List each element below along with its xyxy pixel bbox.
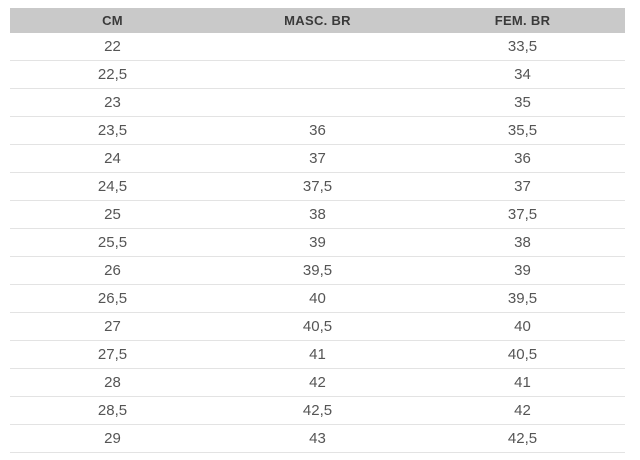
table-row: 26,5 40 39,5 bbox=[10, 284, 625, 313]
table-cell: 24,5 bbox=[10, 172, 215, 201]
table-row: 22,5 34 bbox=[10, 60, 625, 89]
table-cell: 29 bbox=[10, 424, 215, 453]
table-cell: 41 bbox=[215, 340, 420, 369]
table-cell: 38 bbox=[420, 228, 625, 257]
table-cell: 24 bbox=[10, 144, 215, 173]
table-cell: 39,5 bbox=[420, 284, 625, 313]
table-cell: 37,5 bbox=[215, 172, 420, 201]
table-cell: 35 bbox=[420, 88, 625, 117]
table-cell bbox=[215, 60, 420, 89]
table-cell: 37,5 bbox=[420, 200, 625, 229]
table-cell: 23 bbox=[10, 88, 215, 117]
table-cell: 42 bbox=[420, 396, 625, 425]
table-row: 29 43 42,5 bbox=[10, 424, 625, 453]
table-cell: 33,5 bbox=[420, 33, 625, 61]
table-cell: 43 bbox=[215, 424, 420, 453]
table-cell: 28,5 bbox=[10, 396, 215, 425]
table-cell: 22,5 bbox=[10, 60, 215, 89]
table-row: 25,5 39 38 bbox=[10, 228, 625, 257]
table-cell: 25 bbox=[10, 200, 215, 229]
size-conversion-table: CM MASC. BR FEM. BR 22 33,5 22,5 34 23 35 23,5 36… bbox=[10, 8, 625, 453]
table-cell: 27 bbox=[10, 312, 215, 341]
table-row: 23 35 bbox=[10, 88, 625, 117]
column-header: MASC. BR bbox=[215, 8, 420, 33]
table-cell: 42 bbox=[215, 368, 420, 397]
table-row: 25 38 37,5 bbox=[10, 200, 625, 229]
table-body: 22 33,5 22,5 34 23 35 23,5 36 35,5 24 37 36 24,5 37,5… bbox=[10, 33, 625, 453]
table-cell: 25,5 bbox=[10, 228, 215, 257]
table-row: 22 33,5 bbox=[10, 33, 625, 61]
table-cell: 41 bbox=[420, 368, 625, 397]
table-cell: 35,5 bbox=[420, 116, 625, 145]
table-cell bbox=[215, 33, 420, 61]
table-row: 26 39,5 39 bbox=[10, 256, 625, 285]
table-row: 28 42 41 bbox=[10, 368, 625, 397]
column-header: FEM. BR bbox=[420, 8, 625, 33]
table-cell: 26 bbox=[10, 256, 215, 285]
table-cell: 39 bbox=[215, 228, 420, 257]
table-cell: 34 bbox=[420, 60, 625, 89]
table-cell: 42,5 bbox=[420, 424, 625, 453]
table-cell: 26,5 bbox=[10, 284, 215, 313]
table-cell: 39,5 bbox=[215, 256, 420, 285]
header-row: CM MASC. BR FEM. BR bbox=[10, 8, 625, 33]
table-cell: 42,5 bbox=[215, 396, 420, 425]
table-cell: 23,5 bbox=[10, 116, 215, 145]
table-cell: 37 bbox=[215, 144, 420, 173]
table-cell: 37 bbox=[420, 172, 625, 201]
table-cell: 40 bbox=[420, 312, 625, 341]
table-cell: 36 bbox=[215, 116, 420, 145]
table-row: 27 40,5 40 bbox=[10, 312, 625, 341]
table-cell: 38 bbox=[215, 200, 420, 229]
table-row: 24,5 37,5 37 bbox=[10, 172, 625, 201]
table-cell: 40,5 bbox=[420, 340, 625, 369]
column-header: CM bbox=[10, 8, 215, 33]
table-cell: 28 bbox=[10, 368, 215, 397]
table-cell: 40,5 bbox=[215, 312, 420, 341]
table-row: 23,5 36 35,5 bbox=[10, 116, 625, 145]
table-cell: 36 bbox=[420, 144, 625, 173]
table-cell: 39 bbox=[420, 256, 625, 285]
table-header: CM MASC. BR FEM. BR bbox=[10, 8, 625, 33]
table-row: 28,5 42,5 42 bbox=[10, 396, 625, 425]
table-cell: 27,5 bbox=[10, 340, 215, 369]
table-cell: 22 bbox=[10, 33, 215, 61]
table-row: 24 37 36 bbox=[10, 144, 625, 173]
table-cell: 40 bbox=[215, 284, 420, 313]
table-cell bbox=[215, 88, 420, 117]
table-row: 27,5 41 40,5 bbox=[10, 340, 625, 369]
